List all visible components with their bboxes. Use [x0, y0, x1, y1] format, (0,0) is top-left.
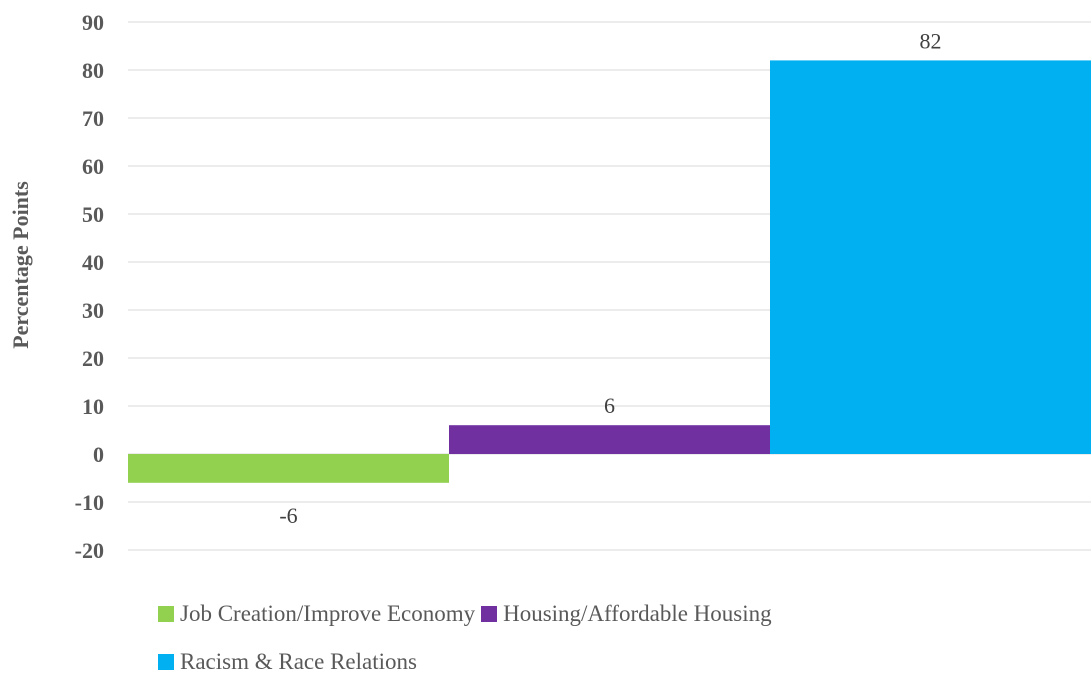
legend-swatch-housing	[481, 606, 498, 622]
y-tick-label: 70	[82, 106, 104, 131]
y-tick-label: -20	[75, 538, 104, 563]
y-tick-label: -10	[75, 490, 104, 515]
bar-chart: 90 80 70 60 50 40 30 20 10 0 -10 -20 -6 6 82 Percenta…	[8, 10, 1091, 563]
legend-item-housing: Housing/Affordable Housing	[481, 601, 772, 627]
y-axis-title: Percentage Points	[8, 181, 33, 349]
y-tick-label: 50	[82, 202, 104, 227]
y-tick-label: 80	[82, 58, 104, 83]
legend: Job Creation/Improve Economy Housing/Aff…	[158, 596, 1058, 692]
y-tick-label: 40	[82, 250, 104, 275]
legend-label-housing: Housing/Affordable Housing	[503, 601, 772, 626]
legend-row-1: Job Creation/Improve Economy Housing/Aff…	[158, 596, 1058, 632]
legend-label-racism: Racism & Race Relations	[180, 649, 417, 674]
legend-item-racism: Racism & Race Relations	[158, 649, 417, 675]
bar	[128, 454, 449, 483]
y-tick-label: 90	[82, 10, 104, 35]
y-tick-label: 20	[82, 346, 104, 371]
bars	[128, 60, 1091, 483]
y-tick-label: 30	[82, 298, 104, 323]
legend-swatch-racism	[158, 654, 174, 670]
legend-swatch-job-creation	[158, 606, 174, 622]
legend-row-2: Racism & Race Relations	[158, 644, 1058, 680]
y-tick-label: 0	[93, 442, 104, 467]
bar	[449, 425, 770, 454]
legend-item-job-creation: Job Creation/Improve Economy	[158, 601, 475, 627]
y-tick-label: 10	[82, 394, 104, 419]
data-label: 6	[604, 393, 615, 418]
data-labels: -6 6 82	[279, 28, 941, 527]
y-axis-ticks: 90 80 70 60 50 40 30 20 10 0 -10 -20	[75, 10, 104, 563]
legend-label-job-creation: Job Creation/Improve Economy	[180, 601, 476, 626]
data-label: 82	[920, 28, 942, 53]
data-label: -6	[279, 503, 297, 528]
y-tick-label: 60	[82, 154, 104, 179]
bar	[770, 60, 1091, 455]
